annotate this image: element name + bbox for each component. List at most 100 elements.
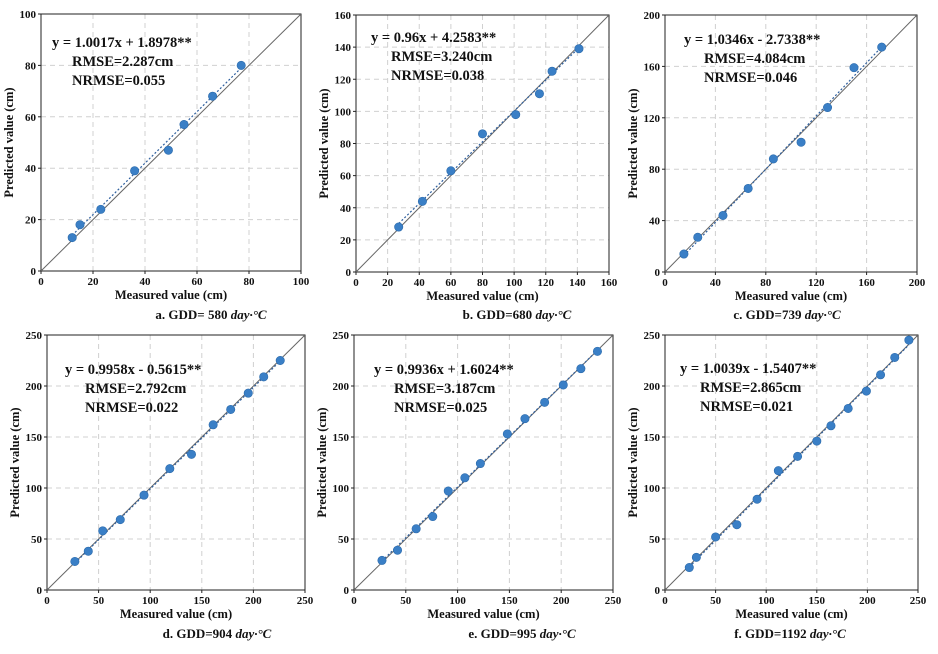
y-tick-label: 0 — [655, 585, 661, 597]
y-axis-label: Predicted value (cm) — [626, 407, 640, 517]
y-tick-label: 80 — [340, 139, 352, 151]
y-tick-label: 80 — [649, 164, 661, 176]
data-point — [208, 420, 218, 430]
x-tick-label: 0 — [351, 595, 357, 607]
x-tick-label: 100 — [293, 276, 310, 288]
caption-unit: day·°C — [810, 626, 846, 641]
x-axis-label: Measured value (cm) — [426, 289, 538, 303]
plot-frame — [353, 334, 614, 591]
x-tick-label: 40 — [140, 276, 152, 288]
x-tick-label: 0 — [662, 595, 668, 607]
data-point — [684, 563, 694, 573]
x-tick-label: 80 — [244, 276, 256, 288]
data-point — [460, 473, 470, 483]
nrmse-annotation: NRMSE=0.022 — [85, 400, 178, 416]
data-point — [275, 355, 285, 365]
panel-caption: a. GDD= 580 day·°C — [155, 307, 267, 322]
data-point — [534, 89, 544, 99]
data-point — [377, 555, 387, 565]
x-tick-label: 80 — [477, 277, 489, 289]
y-tick-label: 80 — [25, 60, 37, 72]
data-point — [711, 532, 721, 542]
caption-text: a. GDD= 580 — [155, 307, 230, 322]
y-tick-label: 200 — [333, 381, 350, 393]
x-tick-label: 120 — [808, 277, 825, 289]
rmse-annotation: RMSE=4.084cm — [704, 51, 805, 67]
data-point — [743, 183, 753, 193]
panel-caption: b. GDD=680 day·°C — [463, 307, 572, 322]
data-point — [67, 233, 77, 243]
panel-caption: c. GDD=739 day·°C — [733, 307, 841, 322]
x-tick-label: 0 — [353, 277, 359, 289]
panel-caption: f. GDD=1192 day·°C — [734, 626, 846, 641]
x-tick-label: 160 — [858, 277, 875, 289]
data-point — [861, 386, 871, 396]
x-tick-label: 200 — [553, 595, 570, 607]
data-point — [904, 335, 914, 345]
x-tick-label: 150 — [194, 595, 211, 607]
x-tick-label: 150 — [501, 595, 518, 607]
y-tick-label: 40 — [649, 216, 661, 228]
x-tick-label: 140 — [569, 277, 586, 289]
data-point — [540, 397, 550, 407]
data-point — [812, 436, 822, 446]
y-tick-label: 50 — [338, 534, 350, 546]
x-tick-label: 120 — [538, 277, 555, 289]
nrmse-annotation: NRMSE=0.055 — [72, 73, 165, 89]
data-point — [411, 524, 421, 534]
y-axis-label: Predicted value (cm) — [315, 407, 329, 517]
data-point — [96, 204, 106, 214]
x-axis-label: Measured value (cm) — [115, 288, 227, 302]
data-point — [179, 120, 189, 130]
x-tick-label: 0 — [44, 595, 50, 607]
caption-unit: day·°C — [235, 626, 271, 641]
x-tick-label: 20 — [88, 276, 100, 288]
x-tick-label: 60 — [192, 276, 204, 288]
y-tick-label: 150 — [644, 432, 661, 444]
y-tick-label: 0 — [31, 266, 37, 278]
plot-frame — [40, 13, 302, 272]
x-axis-label: Measured value (cm) — [735, 607, 847, 621]
x-tick-label: 0 — [662, 277, 668, 289]
caption-unit: day·°C — [540, 626, 576, 641]
x-tick-label: 160 — [601, 277, 618, 289]
x-axis-label: Measured value (cm) — [427, 607, 539, 621]
data-point — [877, 42, 887, 52]
data-point — [773, 466, 783, 476]
fit-line — [398, 47, 580, 224]
nrmse-annotation: NRMSE=0.046 — [704, 70, 797, 86]
y-tick-label: 250 — [333, 330, 350, 342]
x-tick-label: 50 — [93, 595, 105, 607]
data-point — [511, 110, 521, 120]
rmse-annotation: RMSE=2.287cm — [72, 54, 173, 70]
data-point — [446, 166, 456, 176]
data-point — [477, 129, 487, 139]
panel-caption: e. GDD=995 day·°C — [468, 626, 576, 641]
data-point — [83, 546, 93, 556]
nrmse-annotation: NRMSE=0.038 — [391, 68, 484, 84]
data-point — [693, 232, 703, 242]
y-axis-label: Predicted value (cm) — [2, 87, 16, 197]
regression-equation: y = 1.0346x - 2.7338** — [684, 32, 820, 48]
caption-text: b. GDD=680 — [463, 307, 536, 322]
data-point — [752, 494, 762, 504]
x-tick-label: 100 — [506, 277, 523, 289]
regression-equation: y = 1.0017x + 1.8978** — [52, 35, 192, 51]
data-point — [890, 352, 900, 362]
y-tick-label: 100 — [644, 483, 661, 495]
data-point — [393, 545, 403, 555]
data-point — [843, 403, 853, 413]
chart-panel: 0 20 40 60 80 100 0 20 40 60 80 100 Measured value (… — [2, 9, 310, 322]
data-point — [732, 520, 742, 530]
y-tick-label: 60 — [340, 171, 352, 183]
data-point — [691, 552, 701, 562]
data-point — [98, 526, 108, 536]
regression-equation: y = 0.96x + 4.2583** — [371, 30, 496, 46]
y-tick-label: 100 — [20, 9, 37, 21]
y-tick-label: 150 — [333, 432, 350, 444]
data-point — [768, 154, 778, 164]
caption-unit: day·°C — [805, 307, 841, 322]
data-point — [443, 486, 453, 496]
data-point — [592, 346, 602, 356]
